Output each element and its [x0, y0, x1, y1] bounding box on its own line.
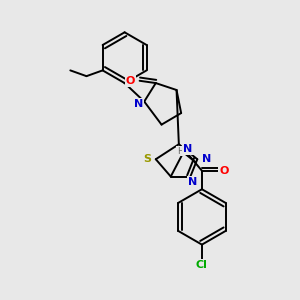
Text: O: O: [126, 76, 135, 86]
Text: Cl: Cl: [196, 260, 208, 270]
Text: N: N: [184, 144, 193, 154]
Text: H: H: [177, 147, 183, 156]
Text: S: S: [144, 154, 152, 164]
Text: N: N: [134, 99, 143, 109]
Text: N: N: [188, 177, 197, 187]
Text: N: N: [202, 154, 211, 164]
Text: O: O: [219, 166, 229, 176]
